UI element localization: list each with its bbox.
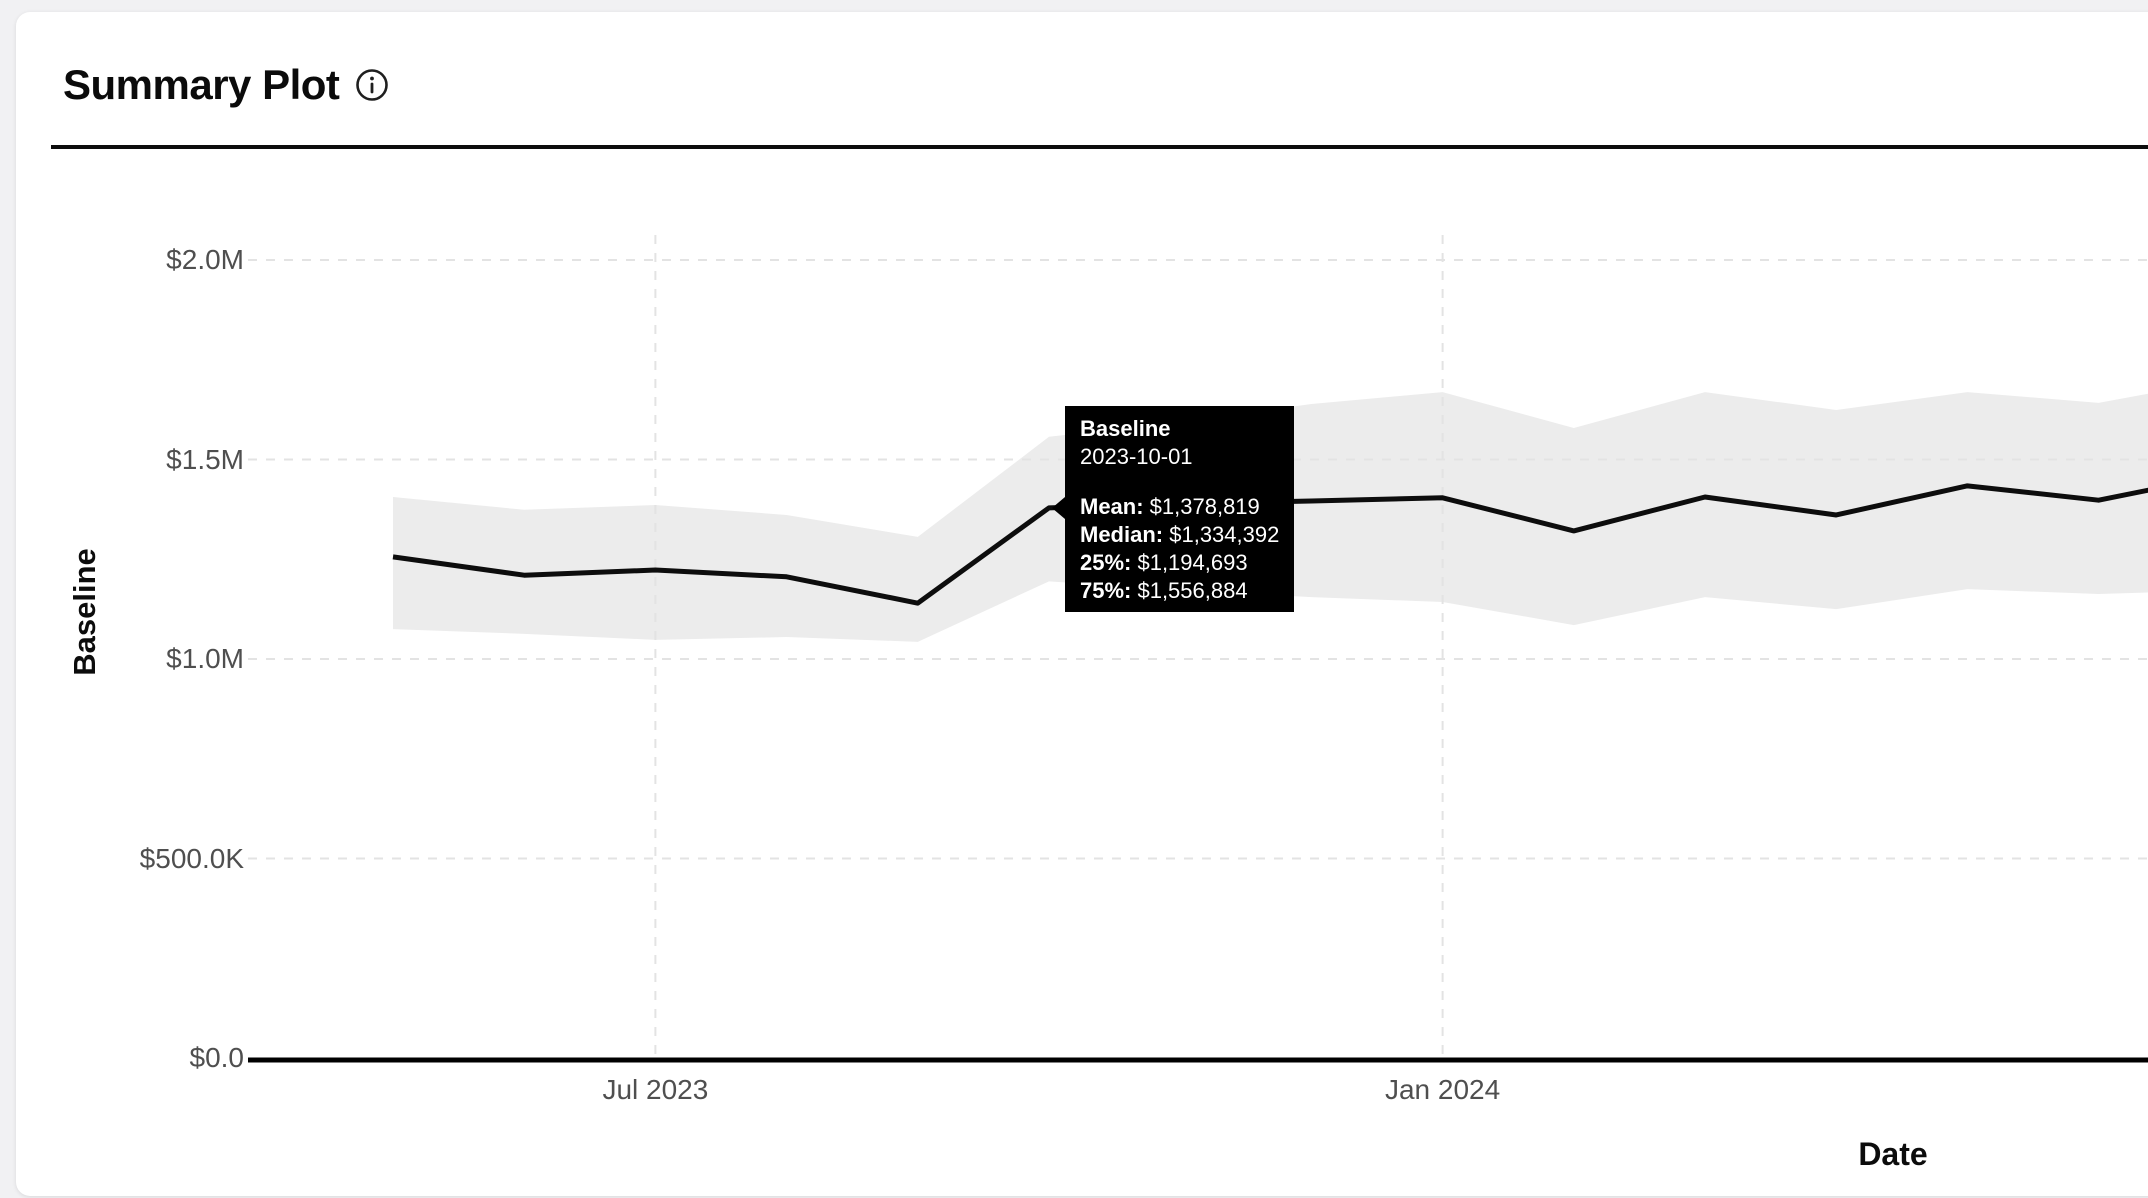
tooltip-date: 2023-10-01: [1080, 444, 1193, 469]
summary-chart-area[interactable]: $0.0 $500.0K $1.0M $1.5M $2.0M Jul 2023 Jan 20…: [16, 12, 2148, 1198]
tooltip-row-p25: 25%: $1,194,693: [1080, 550, 1248, 575]
info-circle-icon[interactable]: [355, 68, 389, 102]
tooltip-row-p75: 75%: $1,556,884: [1080, 578, 1248, 603]
tooltip-spacer: [1080, 471, 1279, 493]
tooltip-arrow-icon: [1052, 497, 1065, 519]
x-tick-label: Jul 2023: [602, 1074, 709, 1105]
tooltip-row-mean: Mean: $1,378,819: [1080, 494, 1260, 519]
header-divider: [51, 145, 2148, 149]
x-tick-label: Jan 2024: [1384, 1074, 1501, 1105]
y-tick-label: $0.0: [189, 1042, 245, 1073]
y-tick-label: $500.0K: [139, 842, 244, 874]
chart-tooltip: Baseline 2023-10-01 Mean: $1,378,819 Med…: [1052, 406, 1295, 612]
tooltip-series-name: Baseline: [1080, 416, 1171, 441]
mean-line: [392, 483, 2148, 606]
page-title: Summary Plot: [63, 61, 340, 108]
y-axis-title: Baseline: [67, 548, 102, 676]
y-tick-label: $1.0M: [166, 643, 244, 674]
card-header: Summary Plot: [63, 64, 389, 106]
y-tick-label: $2.0M: [166, 244, 244, 275]
summary-plot-card: Summary Plot $0.0 $500.0K $1.0M $1.5M $2.0M J…: [16, 12, 2148, 1196]
tooltip-row-median: Median: $1,334,392: [1080, 522, 1280, 547]
x-axis-title: Date: [1858, 1136, 1928, 1172]
y-tick-label: $1.5M: [166, 443, 244, 475]
